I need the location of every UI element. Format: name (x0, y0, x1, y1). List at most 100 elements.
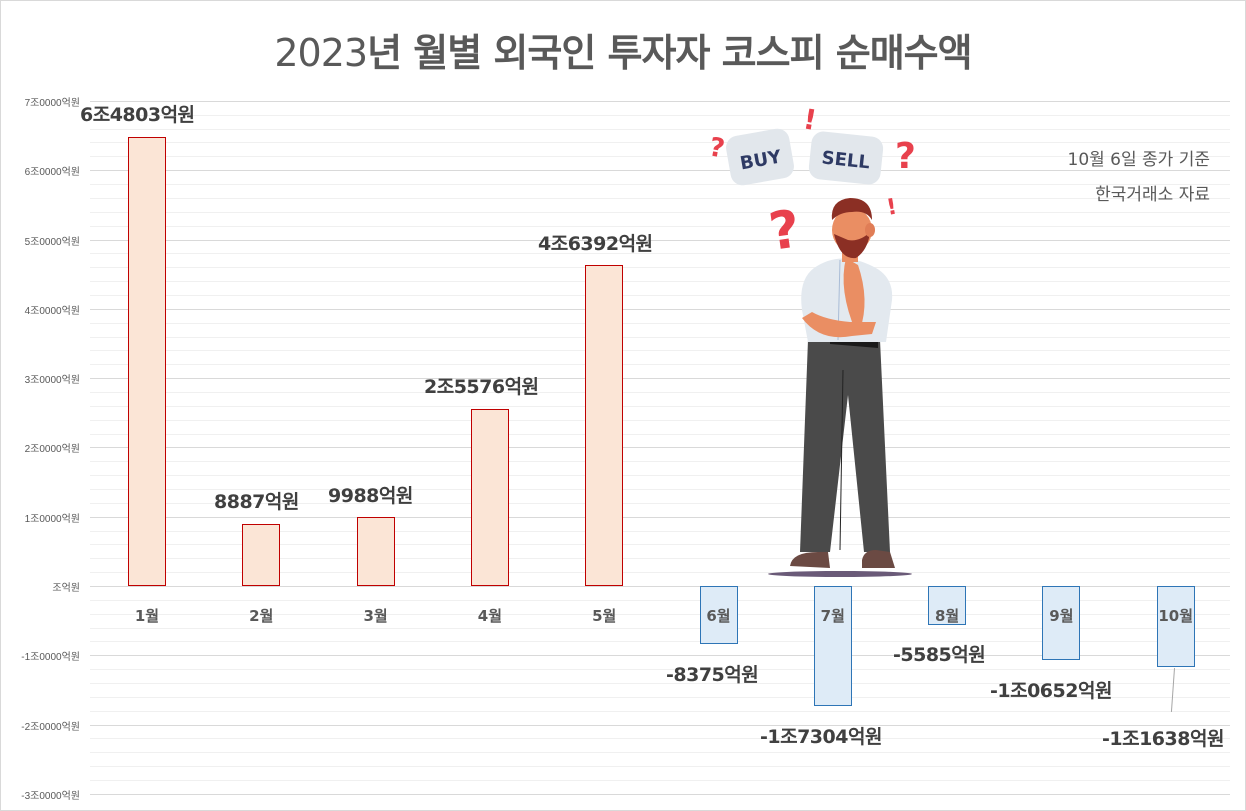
minor-gridline (90, 115, 1230, 116)
minor-gridline (90, 752, 1230, 753)
data-label: -5585억원 (893, 644, 986, 666)
buy-sign-icon: BUY (726, 128, 794, 186)
question-mark-icon: ? (707, 132, 727, 164)
y-tick-label: 2조0000억원 (24, 444, 80, 455)
y-tick-label: 6조0000억원 (24, 167, 80, 178)
minor-gridline (90, 614, 1230, 615)
bar-10 (1156, 586, 1195, 667)
major-gridline (90, 655, 1230, 656)
minor-gridline (90, 364, 1230, 365)
y-tick-label: 3조0000억원 (24, 375, 80, 386)
minor-gridline (90, 295, 1230, 296)
minor-gridline (90, 156, 1230, 157)
major-gridline (90, 447, 1230, 448)
minor-gridline (90, 129, 1230, 130)
minor-gridline (90, 558, 1230, 559)
bar-1 (128, 137, 166, 586)
minor-gridline (90, 641, 1230, 642)
y-tick-label: 4조0000억원 (24, 306, 80, 317)
minor-gridline (90, 350, 1230, 351)
minor-gridline (90, 503, 1230, 504)
data-label: -1조1638억원 (1102, 728, 1224, 750)
major-gridline (90, 794, 1230, 795)
data-label: 4조6392억원 (538, 233, 653, 255)
title-rest: 년 월별 외국인 투자자 코스피 순매수액 (367, 31, 973, 75)
major-gridline (90, 725, 1230, 726)
minor-gridline (90, 406, 1230, 407)
major-gridline (90, 101, 1230, 102)
minor-gridline (90, 142, 1230, 143)
data-label: 2조5576억원 (424, 376, 539, 398)
minor-gridline (90, 600, 1230, 601)
y-tick-label: 7조0000억원 (24, 98, 80, 109)
y-tick-label: -3조0000억원 (21, 791, 80, 802)
x-tick-label: 3월 (363, 607, 388, 625)
chart-title: 2023년 월별 외국인 투자자 코스피 순매수액 (0, 22, 1246, 77)
y-tick-label: -1조0000억원 (21, 652, 80, 663)
x-tick-label: 1월 (134, 607, 160, 625)
x-tick-label: 4월 (477, 607, 503, 625)
minor-gridline (90, 683, 1230, 684)
y-tick-label: 5조0000억원 (24, 237, 80, 248)
bar-2 (242, 524, 281, 586)
x-tick-label: 9월 (1049, 607, 1074, 625)
x-tick-label: 6월 (706, 607, 731, 625)
bar-6 (699, 586, 738, 644)
bar-3 (356, 517, 395, 586)
minor-gridline (90, 628, 1230, 629)
minor-gridline (90, 226, 1230, 227)
data-label: 8887억원 (214, 491, 299, 513)
minor-gridline (90, 420, 1230, 421)
minor-gridline (90, 572, 1230, 573)
major-gridline (90, 309, 1230, 310)
major-gridline (90, 170, 1230, 171)
bar-4 (470, 409, 509, 586)
minor-gridline (90, 711, 1230, 712)
minor-gridline (90, 461, 1230, 462)
major-gridline (90, 378, 1230, 379)
minor-gridline (90, 738, 1230, 739)
x-tick-label: 10월 (1158, 607, 1194, 625)
minor-gridline (90, 392, 1230, 393)
data-label: -8375억원 (666, 664, 759, 686)
bar-5 (585, 265, 624, 586)
man-figure (768, 198, 912, 577)
bar-7 (813, 586, 852, 706)
y-tick-label: 1조0000억원 (24, 514, 80, 525)
minor-gridline (90, 697, 1230, 698)
exclamation-mark-icon: ! (885, 195, 899, 221)
exclamation-mark-icon: ! (801, 102, 819, 137)
major-gridline (90, 586, 1230, 587)
minor-gridline (90, 669, 1230, 670)
minor-gridline (90, 253, 1230, 254)
minor-gridline (90, 766, 1230, 767)
x-tick-label: 2월 (249, 607, 274, 625)
major-gridline (90, 517, 1230, 518)
y-tick-label: -2조0000억원 (21, 722, 80, 733)
thinking-man-illustration: BUY SELL ? ? ? ! ! (707, 102, 916, 577)
minor-gridline (90, 489, 1230, 490)
minor-gridline (90, 780, 1230, 781)
minor-gridline (90, 323, 1230, 324)
data-label: 9988억원 (328, 485, 413, 507)
note-source: 한국거래소 자료 (1095, 185, 1210, 205)
minor-gridline (90, 531, 1230, 532)
minor-gridline (90, 281, 1230, 282)
x-tick-label: 8월 (934, 607, 960, 625)
title-year: 2023 (274, 31, 368, 75)
question-mark-icon: ? (765, 199, 803, 263)
y-tick-label: 조억원 (52, 583, 80, 594)
minor-gridline (90, 337, 1230, 338)
minor-gridline (90, 267, 1230, 268)
data-label: -1조0652억원 (990, 680, 1112, 702)
minor-gridline (90, 544, 1230, 545)
minor-gridline (90, 434, 1230, 435)
data-label: 6조4803억원 (80, 104, 195, 126)
minor-gridline (90, 475, 1230, 476)
major-gridline (90, 240, 1230, 241)
data-label: -1조7304억원 (760, 726, 882, 748)
minor-gridline (90, 184, 1230, 185)
question-mark-icon: ? (895, 136, 916, 177)
sell-sign-icon: SELL (808, 131, 884, 185)
bar-8 (928, 586, 967, 625)
